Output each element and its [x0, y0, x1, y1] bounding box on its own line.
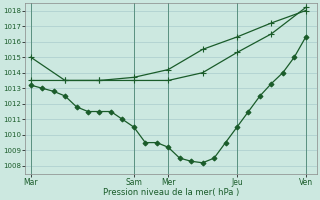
X-axis label: Pression niveau de la mer( hPa ): Pression niveau de la mer( hPa ) — [103, 188, 239, 197]
